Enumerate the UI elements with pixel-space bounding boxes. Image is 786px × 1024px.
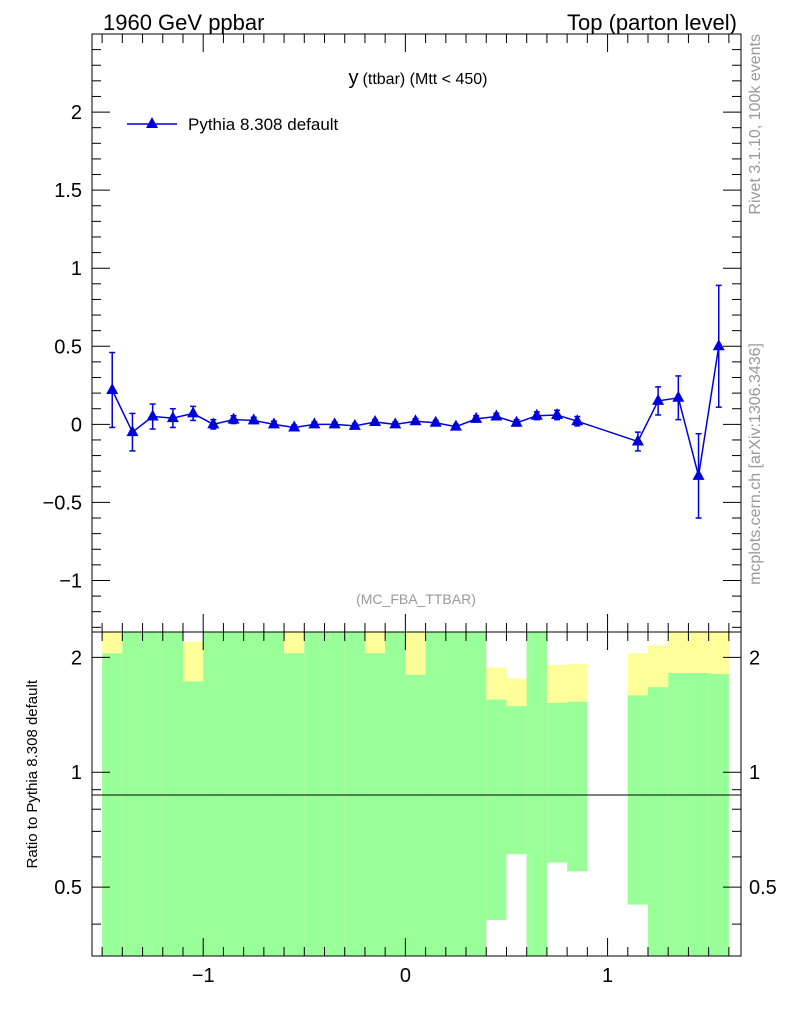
data-point-marker [126,425,139,437]
ratio-band-green [243,632,264,956]
data-point-marker [571,414,584,426]
ratio-y-tick-label: 1 [71,762,82,784]
data-point-marker [652,393,665,405]
ratio-band-green [344,632,365,956]
data-point-marker [288,420,301,432]
header-right-label: Top (parton level) [567,10,737,35]
data-point-marker [328,417,341,429]
data-point-marker [247,413,260,425]
ratio-band-green [647,687,669,956]
ratio-y-tick-label: 0.5 [54,877,82,899]
x-tick-label: 0 [400,965,411,987]
data-point-marker [712,339,725,351]
main-y-tick-label: 1 [71,258,82,280]
ratio-band-green [203,632,224,956]
data-point-marker [106,382,119,394]
ratio-band-green [668,672,689,956]
ratio-band-green [364,653,386,956]
data-point-marker [449,419,462,431]
legend-triangle-marker [146,117,158,128]
ratio-band-green [567,701,588,872]
ratio-band-green [324,632,345,956]
main-y-tick-label: 0.5 [54,336,82,358]
ratio-plot-frame [91,631,742,957]
plot-title: y (ttbar) (Mtt < 450) [349,67,488,89]
ratio-y-tick-label: 2 [71,647,82,669]
ratio-band-green [263,632,285,956]
data-point-marker [308,417,321,429]
analysis-tag: (MC_FBA_TTBAR) [356,591,476,607]
data-point-marker [227,412,240,424]
legend: Pythia 8.308 default [127,115,339,134]
data-point-marker [672,390,685,402]
ratio-y-tick-label-right: 2 [749,647,760,669]
ratio-band-green [466,632,487,956]
ratio-band-green [546,702,568,863]
main-y-tick-label: 1.5 [54,180,82,202]
data-point-marker [146,409,159,421]
ratio-band-green [304,632,325,956]
ratio-band-green [526,632,547,956]
ratio-band-green [506,706,527,855]
ratio-y-axis-label: Ratio to Pythia 8.308 default [24,679,41,868]
ratio-band-green [102,653,123,956]
data-point-marker [551,407,564,419]
legend-label: Pythia 8.308 default [188,115,339,134]
data-point-marker [409,414,422,426]
data-point-marker [348,418,361,430]
ratio-plot-panel: 0.5 0.5 1 1 2 2 −1 0 1 [54,631,777,987]
plot-title-main: y [349,67,359,89]
main-y-tick-label: −0.5 [43,492,82,514]
ratio-band-green [122,632,143,956]
main-y-tick-label: 0 [71,414,82,436]
main-y-tick-label: 2 [71,102,82,124]
data-point-marker [207,417,220,429]
header-left-label: 1960 GeV ppbar [103,10,264,35]
ratio-band-green [425,632,446,956]
ratio-band-green [385,632,406,956]
ratio-band-green [223,632,244,956]
data-point-marker [267,417,280,429]
ratio-band-green [688,672,709,956]
data-point-marker [510,415,523,427]
x-tick-label: −1 [192,965,215,987]
ratio-axis-ticks: 0.5 0.5 1 1 2 2 −1 0 1 [54,632,777,987]
x-tick-label: 1 [602,965,613,987]
series-line [111,346,720,477]
data-point-marker [389,417,402,429]
ratio-y-tick-label-right: 1 [749,762,760,784]
data-point-marker [166,411,179,423]
main-y-tick-label: −1 [59,570,82,592]
ratio-band-green [708,673,729,956]
rivet-version-label: Rivet 3.1.10, 100k events [747,34,764,215]
series-pythia [106,284,725,519]
data-point-marker [429,415,442,427]
plot-title-sub: (ttbar) (Mtt < 450) [363,71,488,88]
ratio-band-green [142,632,163,956]
data-point-marker [470,411,483,423]
mcplots-reference-label: mcplots.cern.ch [arXiv:1306.3436] [747,343,764,585]
main-plot-panel: −1 −0.5 0 0.5 1 1.5 2 [43,33,742,633]
main-axis-ticks: −1 −0.5 0 0.5 1 1.5 2 [43,34,741,632]
data-point-marker [187,406,200,418]
ratio-band-green [182,681,204,956]
ratio-band-green [405,674,426,956]
data-point-marker [490,409,503,421]
ratio-bands [102,632,729,956]
ratio-band-green [627,695,648,905]
ratio-band-green [486,699,507,921]
ratio-band-green [284,653,305,956]
data-point-marker [631,434,644,446]
ratio-y-tick-label-right: 0.5 [749,877,777,899]
svg-text:y(ttbar) (Mtt < 450): y (ttbar) (Mtt < 450) [349,67,488,89]
data-point-marker [369,414,382,426]
ratio-band-green [445,632,467,956]
data-point-marker [530,408,543,420]
ratio-band-green [162,632,183,956]
data-point-marker [692,468,705,480]
